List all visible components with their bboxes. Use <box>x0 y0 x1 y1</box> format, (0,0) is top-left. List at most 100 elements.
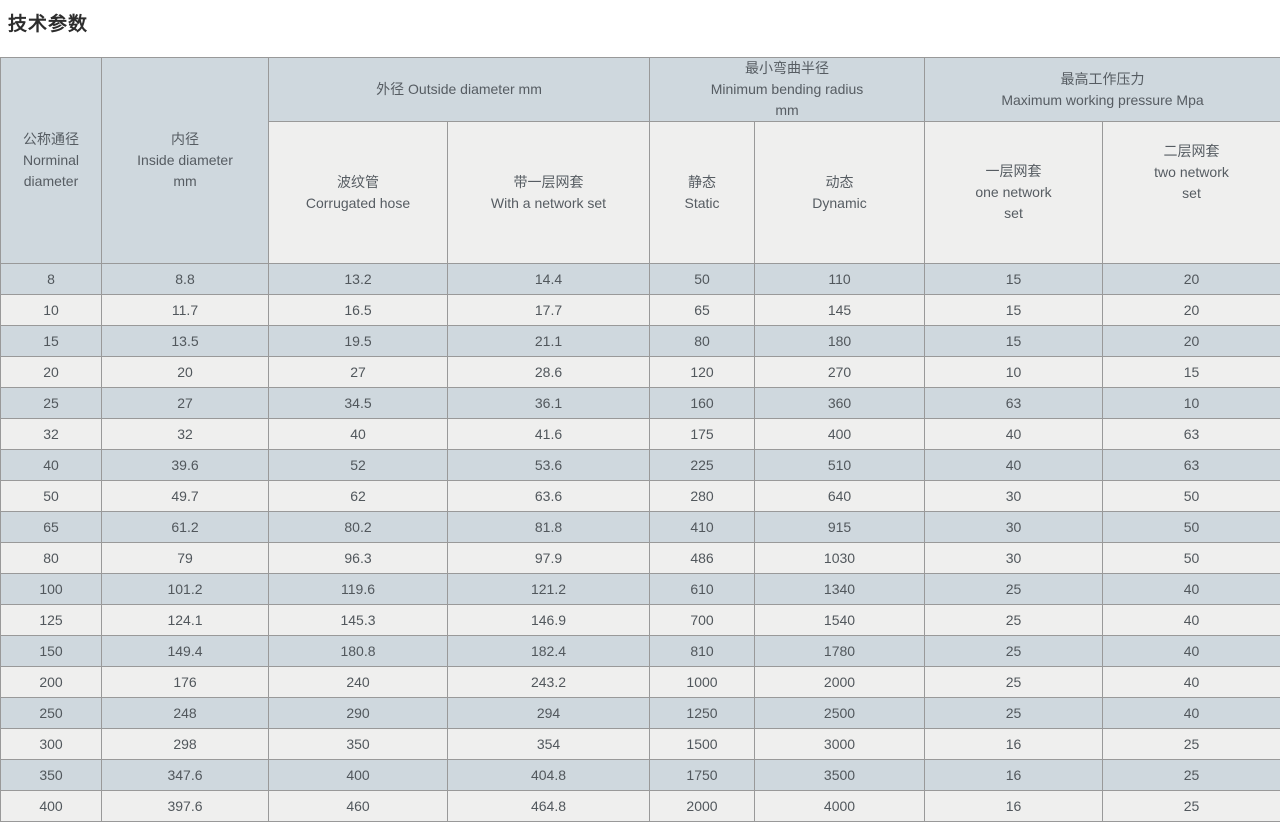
table-cell: 50 <box>1103 543 1280 574</box>
table-cell: 16 <box>925 791 1103 822</box>
table-cell: 1780 <box>755 636 925 667</box>
table-cell: 225 <box>650 450 755 481</box>
table-cell: 53.6 <box>448 450 650 481</box>
table-cell: 25 <box>925 667 1103 698</box>
table-cell: 400 <box>1 791 102 822</box>
table-cell: 160 <box>650 388 755 419</box>
table-cell: 25 <box>1103 760 1280 791</box>
table-cell: 10 <box>1 295 102 326</box>
table-cell: 10 <box>925 357 1103 388</box>
header-two-network-set: 二层网套 two network set <box>1103 122 1280 264</box>
table-cell: 16 <box>925 729 1103 760</box>
table-cell: 65 <box>1 512 102 543</box>
table-cell: 248 <box>102 698 269 729</box>
table-cell: 180.8 <box>269 636 448 667</box>
table-cell: 3500 <box>755 760 925 791</box>
table-cell: 240 <box>269 667 448 698</box>
table-cell: 1750 <box>650 760 755 791</box>
table-cell: 32 <box>102 419 269 450</box>
table-cell: 120 <box>650 357 755 388</box>
technical-parameters-table: 公称通径 Norminal diameter 内径 Inside diamete… <box>0 57 1280 822</box>
table-cell: 25 <box>1 388 102 419</box>
table-cell: 50 <box>650 264 755 295</box>
table-cell: 80.2 <box>269 512 448 543</box>
table-cell: 25 <box>925 636 1103 667</box>
table-cell: 97.9 <box>448 543 650 574</box>
table-cell: 347.6 <box>102 760 269 791</box>
table-cell: 121.2 <box>448 574 650 605</box>
table-cell: 62 <box>269 481 448 512</box>
table-cell: 40 <box>925 419 1103 450</box>
header-with-network-set: 带一层网套 With a network set <box>448 122 650 264</box>
table-cell: 27 <box>269 357 448 388</box>
table-cell: 79 <box>102 543 269 574</box>
table-cell: 4000 <box>755 791 925 822</box>
table-cell: 30 <box>925 543 1103 574</box>
table-cell: 810 <box>650 636 755 667</box>
table-cell: 8.8 <box>102 264 269 295</box>
table-cell: 40 <box>1103 605 1280 636</box>
table-cell: 65 <box>650 295 755 326</box>
header-inside-diameter: 内径 Inside diameter mm <box>102 58 269 264</box>
table-cell: 15 <box>925 326 1103 357</box>
table-cell: 20 <box>102 357 269 388</box>
table-cell: 124.1 <box>102 605 269 636</box>
table-cell: 300 <box>1 729 102 760</box>
table-cell: 200 <box>1 667 102 698</box>
table-cell: 397.6 <box>102 791 269 822</box>
table-cell: 10 <box>1103 388 1280 419</box>
table-cell: 1000 <box>650 667 755 698</box>
table-cell: 350 <box>269 729 448 760</box>
table-cell: 25 <box>925 698 1103 729</box>
table-cell: 175 <box>650 419 755 450</box>
table-cell: 486 <box>650 543 755 574</box>
table-cell: 354 <box>448 729 650 760</box>
table-cell: 100 <box>1 574 102 605</box>
table-cell: 464.8 <box>448 791 650 822</box>
table-cell: 410 <box>650 512 755 543</box>
table-cell: 1540 <box>755 605 925 636</box>
page-title: 技术参数 <box>8 14 88 35</box>
table-cell: 28.6 <box>448 357 650 388</box>
table-cell: 145.3 <box>269 605 448 636</box>
table-cell: 1500 <box>650 729 755 760</box>
table-cell: 460 <box>269 791 448 822</box>
table-cell: 149.4 <box>102 636 269 667</box>
table-cell: 1030 <box>755 543 925 574</box>
table-cell: 25 <box>1103 791 1280 822</box>
table-cell: 30 <box>925 512 1103 543</box>
table-cell: 63 <box>925 388 1103 419</box>
table-cell: 61.2 <box>102 512 269 543</box>
table-cell: 52 <box>269 450 448 481</box>
table-cell: 915 <box>755 512 925 543</box>
table-cell: 146.9 <box>448 605 650 636</box>
table-cell: 110 <box>755 264 925 295</box>
table-cell: 49.7 <box>102 481 269 512</box>
header-group-max-working-pressure: 最高工作压力 Maximum working pressure Mpa <box>925 58 1280 122</box>
table-cell: 80 <box>1 543 102 574</box>
table-cell: 640 <box>755 481 925 512</box>
table-cell: 63.6 <box>448 481 650 512</box>
table-cell: 25 <box>1103 729 1280 760</box>
table-cell: 15 <box>925 264 1103 295</box>
table-cell: 15 <box>1 326 102 357</box>
table-cell: 15 <box>925 295 1103 326</box>
table-cell: 294 <box>448 698 650 729</box>
table-cell: 25 <box>925 605 1103 636</box>
table-cell: 36.1 <box>448 388 650 419</box>
header-static: 静态 Static <box>650 122 755 264</box>
table-cell: 25 <box>925 574 1103 605</box>
header-nominal-diameter: 公称通径 Norminal diameter <box>1 58 102 264</box>
table-cell: 298 <box>102 729 269 760</box>
